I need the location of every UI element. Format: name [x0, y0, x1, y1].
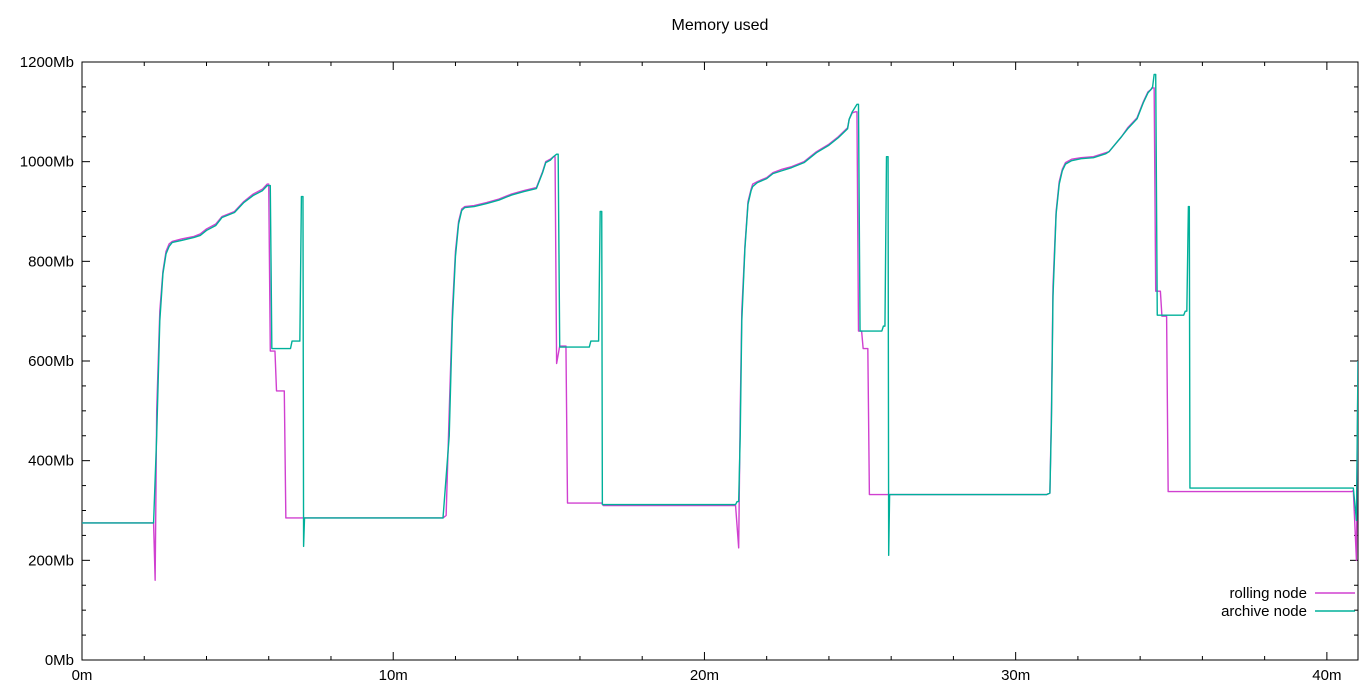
y-tick-label: 1000Mb — [20, 154, 74, 171]
x-tick-label: 30m — [1001, 667, 1030, 680]
legend-label: archive node — [1221, 603, 1307, 620]
chart-title: Memory used — [672, 17, 769, 34]
y-tick-label: 400Mb — [28, 453, 74, 470]
x-tick-label: 10m — [379, 667, 408, 680]
memory-chart: Memory used 0m 10m 20m 30m 40m 0Mb 200Mb 400Mb 60… — [0, 0, 1360, 680]
x-tick-label: 0m — [72, 667, 93, 680]
y-tick-label: 0Mb — [45, 652, 74, 669]
y-tick-label: 600Mb — [28, 353, 74, 370]
legend-label: rolling node — [1229, 585, 1307, 602]
y-tick-label: 1200Mb — [20, 54, 74, 71]
x-tick-label: 40m — [1312, 667, 1341, 680]
x-tick-label: 20m — [690, 667, 719, 680]
y-tick-label: 800Mb — [28, 253, 74, 270]
y-tick-label: 200Mb — [28, 552, 74, 569]
